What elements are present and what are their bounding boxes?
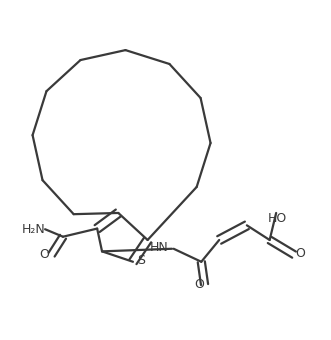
Text: S: S [137,254,145,267]
Text: H₂N: H₂N [22,223,46,236]
Text: O: O [194,278,204,291]
Text: O: O [39,248,49,261]
Text: O: O [296,247,306,260]
Text: HN: HN [149,241,168,254]
Text: HO: HO [268,212,287,225]
